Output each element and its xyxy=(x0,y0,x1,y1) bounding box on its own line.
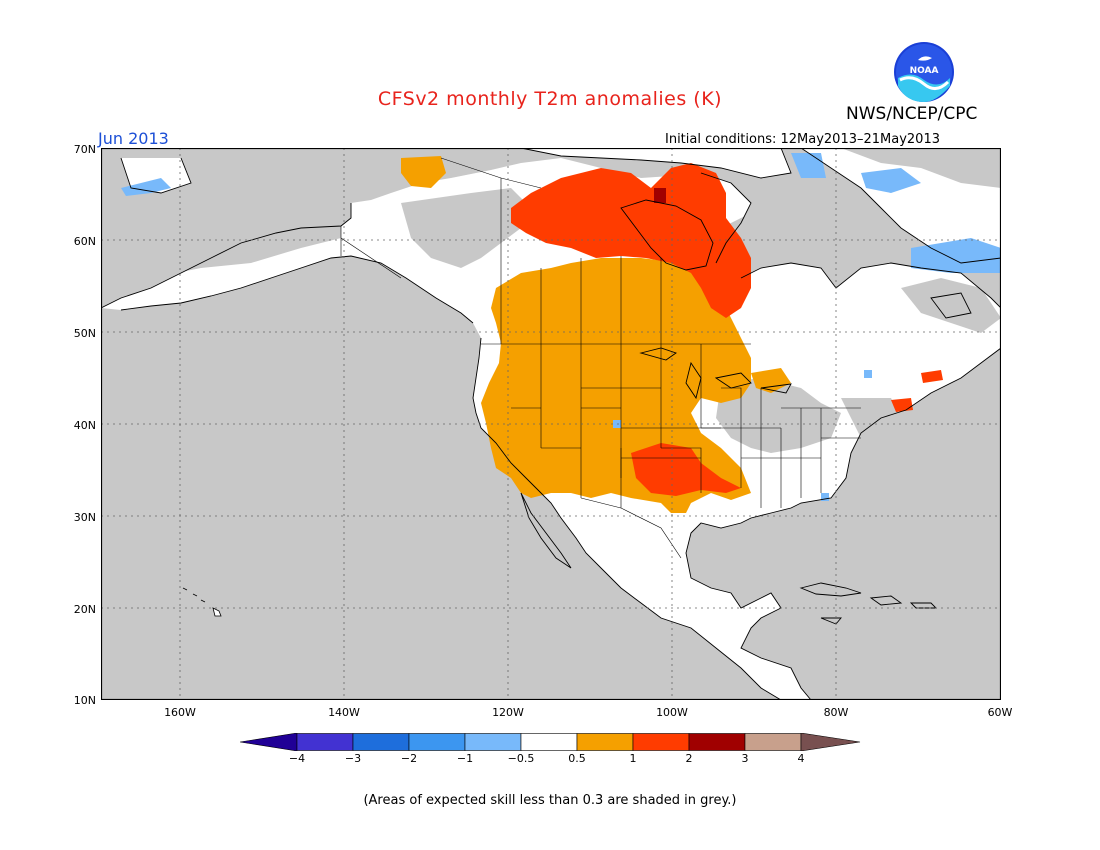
skill-footnote: (Areas of expected skill less than 0.3 a… xyxy=(363,793,737,808)
colorbar-label: 1 xyxy=(629,752,637,765)
colorbar-seg-4 xyxy=(464,733,522,751)
initial-conditions: Initial conditions: 12May2013–21May2013 xyxy=(665,132,940,147)
lat-label-60n: 60N xyxy=(73,235,96,248)
map-title: CFSv2 monthly T2m anomalies (K) xyxy=(377,88,723,110)
lon-label-80w: 80W xyxy=(823,706,849,719)
colorbar-label: −3 xyxy=(344,752,362,765)
colorbar-seg-0 xyxy=(240,733,298,751)
lon-label-160w: 160W xyxy=(164,706,196,719)
lat-label-70n: 70N xyxy=(73,143,96,156)
colorbar-seg-2 xyxy=(352,733,410,751)
colorbar-label: −2 xyxy=(400,752,418,765)
colorbar-label: 2 xyxy=(685,752,693,765)
logo-text: NOAA xyxy=(910,66,939,76)
noaa-logo: NOAA xyxy=(894,42,954,102)
anomaly-red-canada xyxy=(511,163,751,318)
colorbar xyxy=(240,733,861,751)
lon-label-140w: 140W xyxy=(328,706,360,719)
colorbar-seg-10 xyxy=(800,733,861,751)
anomaly-dark-red xyxy=(654,188,666,203)
colorbar-label: −1 xyxy=(456,752,474,765)
colorbar-seg-7 xyxy=(632,733,690,751)
colorbar-seg-8 xyxy=(688,733,746,751)
lat-label-50n: 50N xyxy=(73,327,96,340)
colorbar-seg-3 xyxy=(408,733,466,751)
lon-label-60w: 60W xyxy=(987,706,1013,719)
lat-label-10n: 10N xyxy=(73,694,96,707)
colorbar-label: −0.5 xyxy=(507,752,535,765)
colorbar-label: 3 xyxy=(741,752,749,765)
lon-label-120w: 120W xyxy=(492,706,524,719)
anomaly-map xyxy=(101,148,1001,700)
lat-label-20n: 20N xyxy=(73,603,96,616)
arctic-islands xyxy=(521,148,791,178)
colorbar-seg-1 xyxy=(296,733,354,751)
colorbar-label: −4 xyxy=(288,752,306,765)
lat-label-30n: 30N xyxy=(73,511,96,524)
map-frame xyxy=(101,148,1001,700)
colorbar-seg-6 xyxy=(576,733,634,751)
lat-label-40n: 40N xyxy=(73,419,96,432)
lon-label-100w: 100W xyxy=(656,706,688,719)
agency-label: NWS/NCEP/CPC xyxy=(846,104,978,124)
colorbar-label: 0.5 xyxy=(568,752,586,765)
anomaly-red-plains xyxy=(631,443,741,496)
forecast-month: Jun 2013 xyxy=(98,129,169,148)
colorbar-seg-9 xyxy=(744,733,802,751)
colorbar-label: 4 xyxy=(797,752,805,765)
colorbar-seg-5 xyxy=(520,733,578,751)
